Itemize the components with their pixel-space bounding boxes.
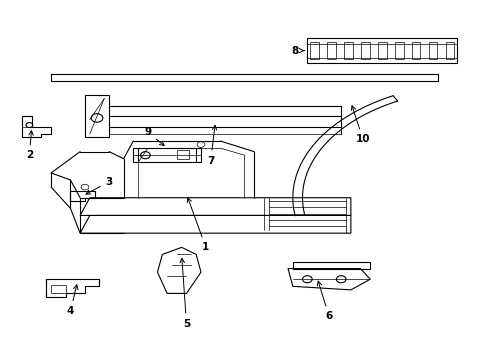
Bar bbox=[411, 42, 420, 59]
Text: 8: 8 bbox=[291, 46, 304, 56]
Bar bbox=[344, 42, 352, 59]
Text: 7: 7 bbox=[206, 125, 216, 166]
Bar bbox=[377, 42, 386, 59]
Bar bbox=[428, 42, 436, 59]
Bar bbox=[51, 284, 65, 293]
Text: 4: 4 bbox=[67, 285, 78, 316]
Text: 3: 3 bbox=[86, 177, 113, 194]
Bar bbox=[326, 42, 335, 59]
Text: 9: 9 bbox=[144, 127, 164, 146]
Text: 1: 1 bbox=[187, 198, 209, 252]
Bar bbox=[394, 42, 403, 59]
Bar bbox=[360, 42, 369, 59]
Bar bbox=[445, 42, 453, 59]
Text: 2: 2 bbox=[26, 131, 33, 160]
Text: 6: 6 bbox=[317, 281, 332, 321]
Text: 5: 5 bbox=[180, 258, 190, 329]
Bar bbox=[309, 42, 318, 59]
Text: 10: 10 bbox=[350, 106, 369, 144]
Bar bbox=[177, 150, 188, 159]
